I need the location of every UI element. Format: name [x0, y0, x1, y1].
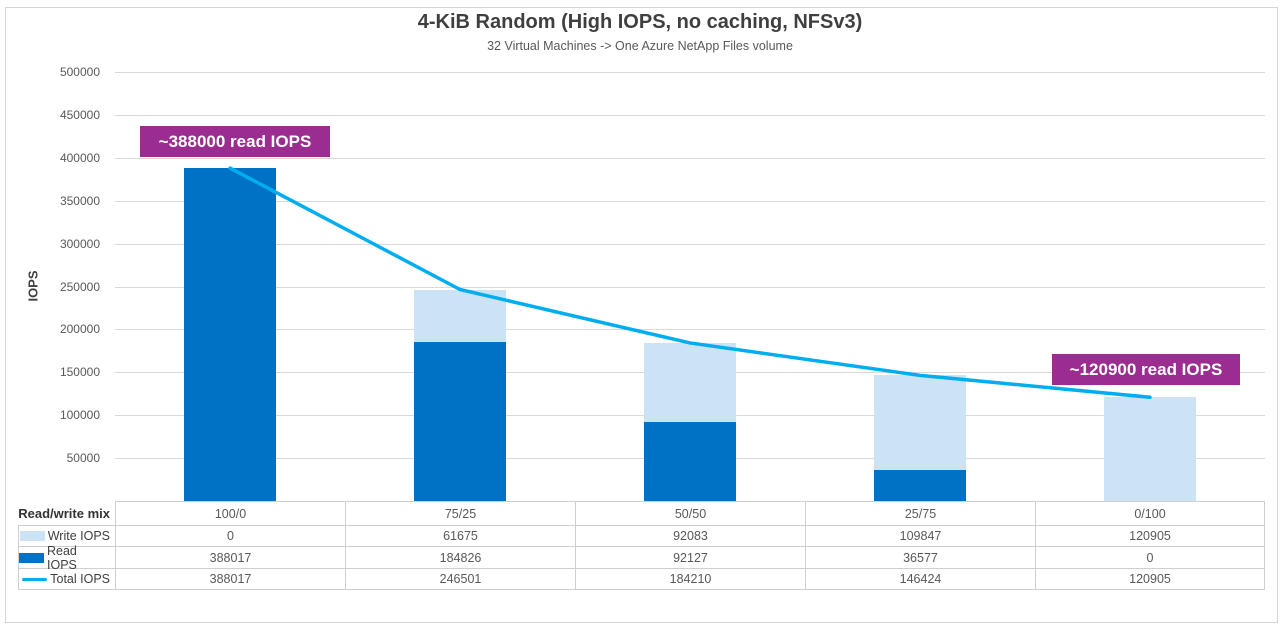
table-category-cell: 75/25 — [345, 501, 575, 526]
legend-label: Read IOPS — [47, 543, 77, 572]
table-value-cell: 0 — [1035, 547, 1265, 569]
write-iops-bar-segment — [874, 375, 966, 470]
callout-read-iops-right: ~120900 read IOPS — [1052, 354, 1240, 385]
table-category-cell: 0/100 — [1035, 501, 1265, 526]
read-iops-bar-segment — [184, 168, 276, 501]
legend-bar-swatch — [19, 531, 45, 541]
table-value-cell: 388017 — [115, 569, 345, 590]
table-category-cell: 50/50 — [575, 501, 805, 526]
table-value-cell: 120905 — [1035, 526, 1265, 547]
gridline — [115, 243, 1265, 245]
legend-bar-swatch — [19, 552, 44, 563]
table-value-cell: 92083 — [575, 526, 805, 547]
table-value-cell: 388017 — [115, 547, 345, 569]
legend-cell-write-iops: Write IOPS — [18, 526, 115, 547]
gridline — [115, 200, 1265, 202]
table-value-cell: 61675 — [345, 526, 575, 547]
y-tick-label: 50000 — [66, 451, 100, 466]
table-value-cell: 109847 — [805, 526, 1035, 547]
write-iops-bar-segment — [1104, 397, 1196, 501]
table-value-cell: 36577 — [805, 547, 1035, 569]
plot-area — [115, 72, 1265, 501]
callout-read-iops-left: ~388000 read IOPS — [140, 126, 330, 157]
y-tick-label: 150000 — [59, 365, 100, 380]
y-tick-label: 250000 — [59, 279, 100, 294]
table-category-cell: 100/0 — [115, 501, 345, 526]
callout-text: ~120900 read IOPS — [1069, 359, 1223, 379]
y-tick-label: 500000 — [59, 65, 100, 79]
table-value-cell: 92127 — [575, 547, 805, 569]
table-value-cell: 246501 — [345, 569, 575, 590]
table-row-header: Read/write mix — [18, 501, 115, 526]
y-tick-label: 300000 — [59, 236, 100, 251]
table-value-cell: 120905 — [1035, 569, 1265, 590]
table-value-cell: 146424 — [805, 569, 1035, 590]
gridline — [115, 329, 1265, 331]
read-iops-bar-segment — [644, 421, 736, 501]
gridline — [115, 114, 1265, 116]
y-tick-label: 100000 — [59, 408, 100, 423]
total-iops-line — [228, 166, 1152, 400]
table-value-cell: 184210 — [575, 569, 805, 590]
legend-line-swatch — [22, 577, 48, 581]
table-value-cell: 184826 — [345, 547, 575, 569]
table-value-cell: 0 — [115, 526, 345, 547]
chart-title: 4-KiB Random (High IOPS, no caching, NFS… — [417, 11, 863, 33]
y-tick-label: 400000 — [59, 150, 100, 165]
data-table: Read/write mix 100/0 75/25 50/50 25/75 0/100 W… — [18, 501, 1265, 590]
legend-label: Total IOPS — [50, 572, 110, 586]
legend-label: Write IOPS — [47, 529, 110, 543]
gridline — [115, 72, 1265, 73]
y-tick-label: 350000 — [59, 193, 100, 208]
write-iops-bar-segment — [644, 342, 736, 422]
read-iops-bar-segment — [414, 342, 506, 501]
callout-text: ~388000 read IOPS — [158, 131, 312, 151]
gridline — [115, 157, 1265, 159]
gridline — [115, 286, 1265, 288]
y-tick-label: 450000 — [59, 107, 100, 122]
legend-cell-total-iops: Total IOPS — [18, 569, 115, 590]
legend-cell-read-iops: Read IOPS — [18, 543, 115, 572]
table-category-cell: 25/75 — [805, 501, 1035, 526]
read-iops-bar-segment — [874, 469, 966, 501]
chart-subtitle: 32 Virtual Machines -> One Azure NetApp … — [487, 39, 793, 53]
y-tick-label: 200000 — [59, 322, 100, 337]
